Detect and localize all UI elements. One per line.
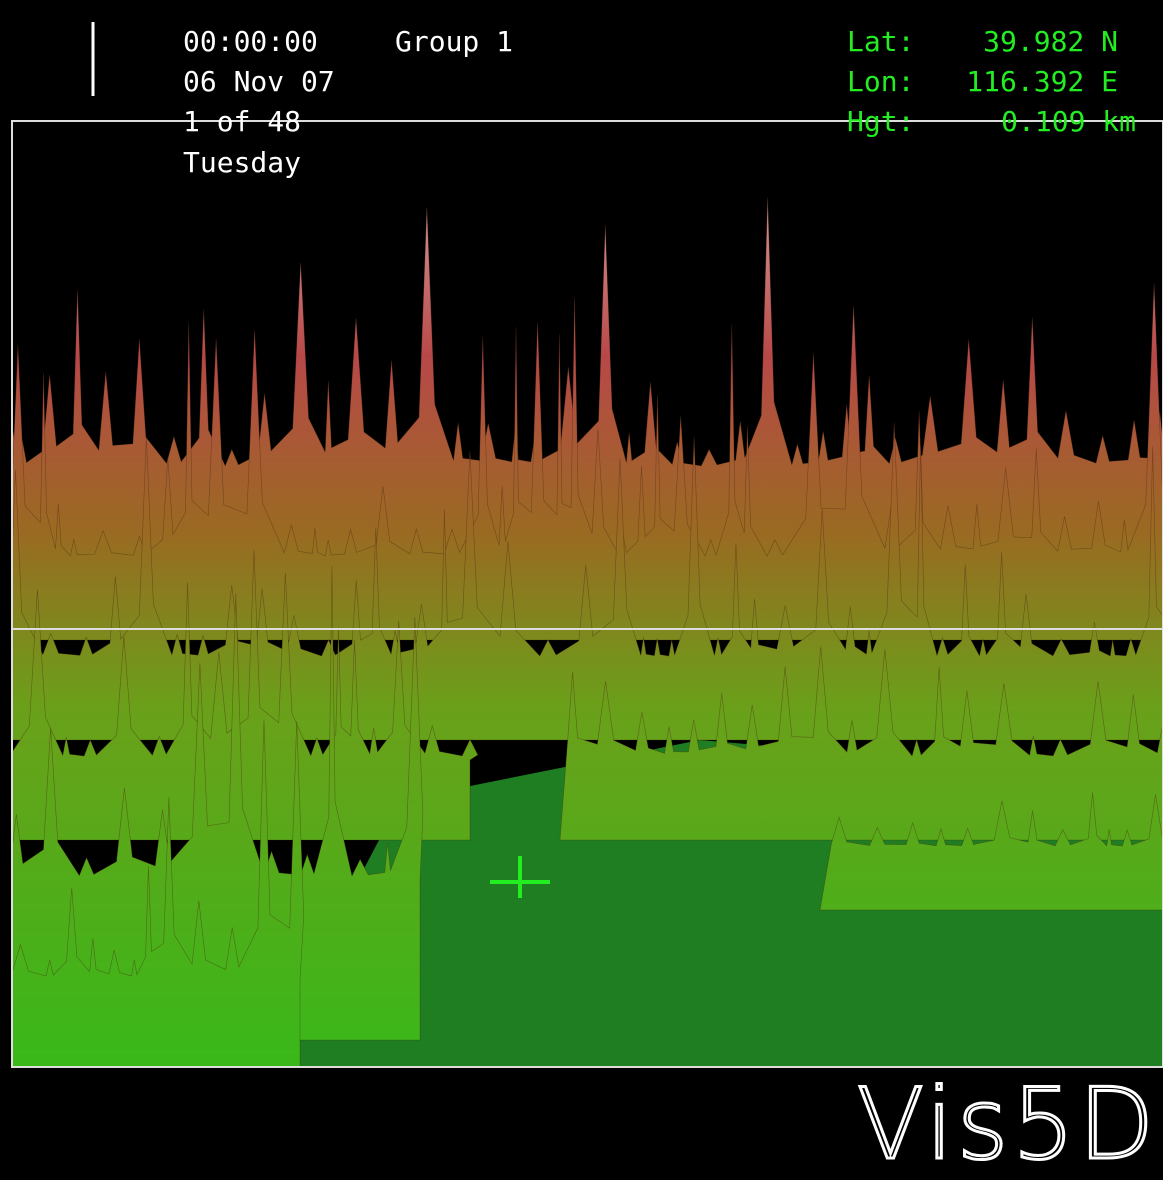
lat-label: Lat: <box>847 25 914 58</box>
time: 00:00:00 <box>183 25 318 58</box>
group: Group 1 <box>395 25 513 58</box>
weekday: Tuesday <box>183 146 301 179</box>
lon-label: Lon: <box>847 65 914 98</box>
lon-value: 116.392 E <box>966 65 1118 98</box>
logo: Vis5D <box>857 1068 1158 1180</box>
date: 06 Nov 07 <box>183 65 335 98</box>
viewer: 00:00:00 Group 1 06 Nov 07 1 of 48 Tuesd… <box>0 0 1163 1180</box>
step: 1 of 48 <box>183 105 301 138</box>
hgt-value: 0.109 km <box>1001 105 1136 138</box>
hgt-label: Hgt: <box>847 105 914 138</box>
lat-value: 39.982 N <box>983 25 1118 58</box>
